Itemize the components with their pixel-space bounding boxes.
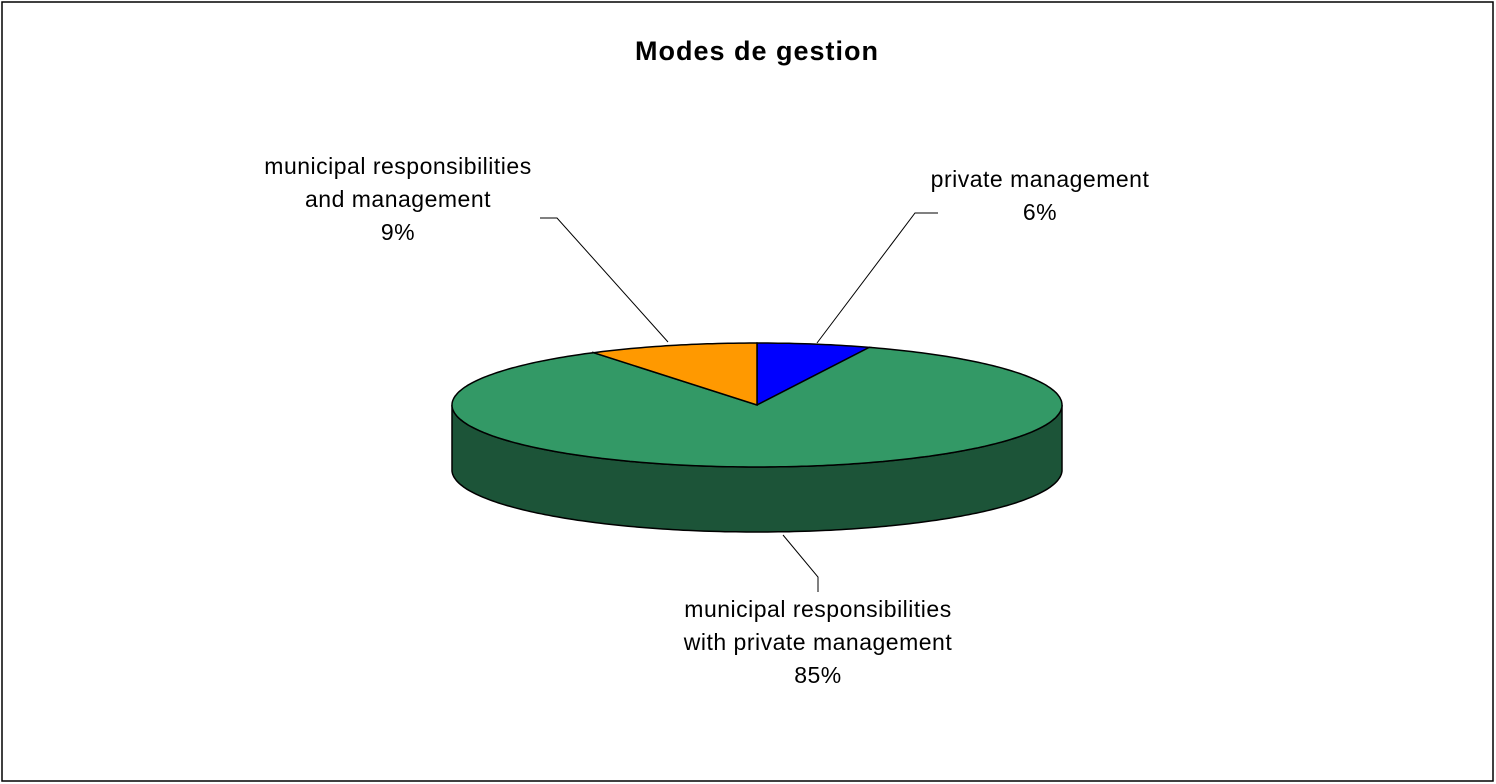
category-label: private management (930, 166, 1150, 192)
leader-line (782, 534, 819, 592)
category-label: municipal responsibilities and managemen… (264, 153, 532, 212)
category-label: municipal responsibilities with private … (683, 596, 953, 655)
slice (451, 346, 1063, 468)
leader-line (816, 212, 938, 344)
data-label: private management 6% (930, 163, 1150, 229)
value-label: 9% (380, 219, 416, 245)
data-label: municipal responsibilities with private … (668, 593, 968, 692)
slice (591, 342, 758, 407)
leader-line (540, 217, 669, 343)
data-label: municipal responsibilities and managemen… (248, 150, 548, 249)
chart-title: Modes de gestion (635, 36, 879, 66)
value-label: 85% (794, 662, 842, 688)
value-label: 6% (1022, 199, 1058, 225)
slice (756, 342, 872, 407)
